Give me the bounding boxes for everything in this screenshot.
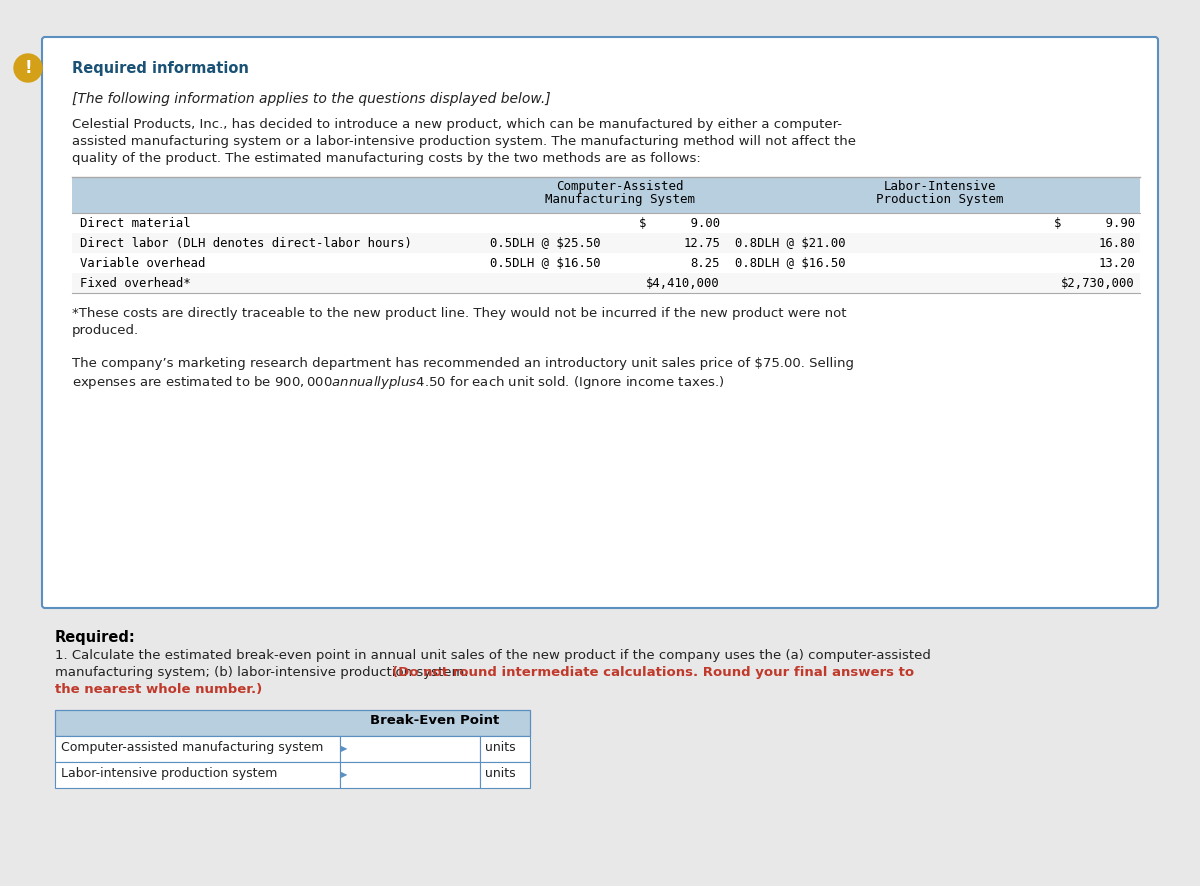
Circle shape bbox=[14, 54, 42, 82]
Bar bbox=[72, 213, 1140, 233]
Text: Direct material: Direct material bbox=[80, 217, 191, 230]
Text: The company’s marketing research department has recommended an introductory unit: The company’s marketing research departm… bbox=[72, 357, 854, 370]
Text: expenses are estimated to be $900,000 annually plus $4.50 for each unit sold. (I: expenses are estimated to be $900,000 an… bbox=[72, 374, 725, 391]
Text: *These costs are directly traceable to the new product line. They would not be i: *These costs are directly traceable to t… bbox=[72, 307, 846, 320]
Text: units: units bbox=[485, 741, 516, 754]
Text: Labor-intensive production system: Labor-intensive production system bbox=[61, 767, 277, 780]
Text: (Do not round intermediate calculations. Round your final answers to: (Do not round intermediate calculations.… bbox=[391, 666, 914, 679]
Text: $4,410,000: $4,410,000 bbox=[647, 277, 720, 290]
Text: Celestial Products, Inc., has decided to introduce a new product, which can be m: Celestial Products, Inc., has decided to… bbox=[72, 118, 842, 131]
FancyBboxPatch shape bbox=[42, 37, 1158, 608]
Text: 13.20: 13.20 bbox=[1098, 257, 1135, 270]
Bar bbox=[72, 233, 1140, 253]
Text: ▶: ▶ bbox=[341, 771, 348, 780]
Text: $      9.90: $ 9.90 bbox=[1054, 217, 1135, 230]
Bar bbox=[480, 762, 530, 788]
Text: Fixed overhead*: Fixed overhead* bbox=[80, 277, 191, 290]
Text: 0.8DLH @ $21.00: 0.8DLH @ $21.00 bbox=[734, 237, 846, 250]
Bar bbox=[72, 177, 1140, 213]
Bar bbox=[55, 762, 340, 788]
Bar bbox=[55, 736, 340, 762]
Text: [The following information applies to the questions displayed below.]: [The following information applies to th… bbox=[72, 92, 551, 106]
Text: !: ! bbox=[24, 59, 32, 77]
Text: Production System: Production System bbox=[876, 193, 1003, 206]
Text: 0.8DLH @ $16.50: 0.8DLH @ $16.50 bbox=[734, 257, 846, 270]
Text: Break-Even Point: Break-Even Point bbox=[371, 714, 499, 727]
Bar bbox=[72, 273, 1140, 293]
Text: produced.: produced. bbox=[72, 324, 139, 337]
Bar bbox=[340, 762, 480, 788]
Text: the nearest whole number.): the nearest whole number.) bbox=[55, 683, 263, 696]
Text: Computer-Assisted: Computer-Assisted bbox=[557, 180, 684, 193]
Text: Variable overhead: Variable overhead bbox=[80, 257, 205, 270]
Text: 0.5DLH @ $16.50: 0.5DLH @ $16.50 bbox=[490, 257, 601, 270]
Text: Direct labor (DLH denotes direct-labor hours): Direct labor (DLH denotes direct-labor h… bbox=[80, 237, 412, 250]
Text: assisted manufacturing system or a labor-intensive production system. The manufa: assisted manufacturing system or a labor… bbox=[72, 135, 856, 148]
Text: 1. Calculate the estimated break-even point in annual unit sales of the new prod: 1. Calculate the estimated break-even po… bbox=[55, 649, 931, 662]
Text: $2,730,000: $2,730,000 bbox=[1061, 277, 1135, 290]
Text: 0.5DLH @ $25.50: 0.5DLH @ $25.50 bbox=[490, 237, 601, 250]
Text: $      9.00: $ 9.00 bbox=[638, 217, 720, 230]
Text: Labor-Intensive: Labor-Intensive bbox=[883, 180, 996, 193]
Bar bbox=[340, 736, 480, 762]
Text: 12.75: 12.75 bbox=[683, 237, 720, 250]
Text: 16.80: 16.80 bbox=[1098, 237, 1135, 250]
Text: 8.25: 8.25 bbox=[690, 257, 720, 270]
Text: manufacturing system; (b) labor-intensive production system.: manufacturing system; (b) labor-intensiv… bbox=[55, 666, 473, 679]
Text: Computer-assisted manufacturing system: Computer-assisted manufacturing system bbox=[61, 741, 323, 754]
Text: Required:: Required: bbox=[55, 630, 136, 645]
Text: Required information: Required information bbox=[72, 60, 248, 75]
Text: ▶: ▶ bbox=[341, 744, 348, 753]
Bar bbox=[480, 736, 530, 762]
Text: units: units bbox=[485, 767, 516, 780]
Bar bbox=[55, 710, 530, 736]
Bar bbox=[72, 253, 1140, 273]
Text: quality of the product. The estimated manufacturing costs by the two methods are: quality of the product. The estimated ma… bbox=[72, 152, 701, 165]
Text: Manufacturing System: Manufacturing System bbox=[545, 193, 695, 206]
